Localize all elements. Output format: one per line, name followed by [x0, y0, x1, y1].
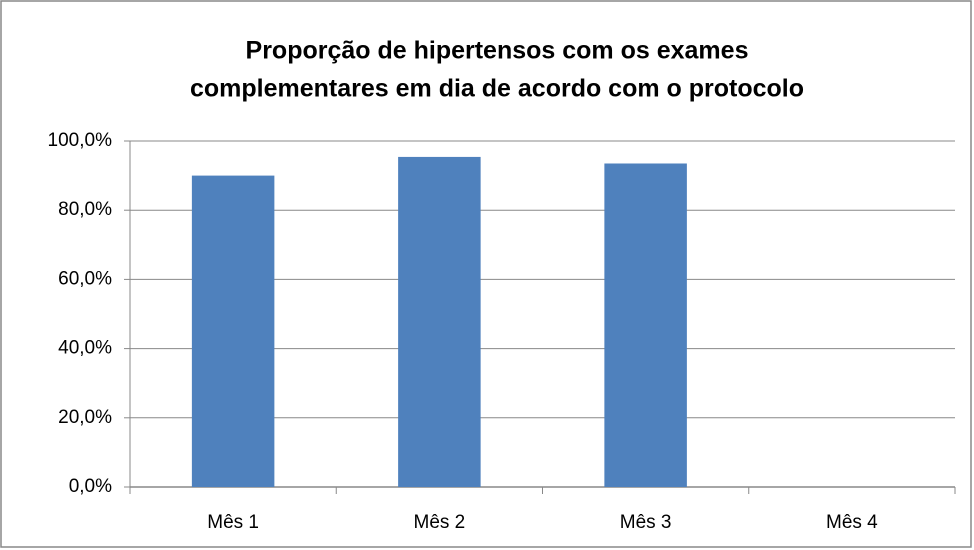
x-tick-label: Mês 2 — [414, 512, 466, 533]
bar — [398, 156, 481, 487]
x-tick-label: Mês 3 — [620, 512, 672, 533]
y-tick-label: 40,0% — [58, 338, 112, 359]
chart-title: complementares em dia de acordo com o pr… — [190, 75, 804, 103]
y-tick-label: 20,0% — [58, 407, 112, 428]
y-tick-label: 80,0% — [58, 199, 112, 220]
y-tick-label: 0,0% — [69, 476, 112, 497]
x-tick-label: Mês 1 — [207, 512, 259, 533]
bar — [191, 175, 275, 487]
y-tick-label: 100,0% — [48, 130, 113, 151]
chart-title: Proporção de hipertensos com os exames — [246, 37, 749, 65]
x-tick-label: Mês 4 — [826, 512, 878, 533]
y-tick-label: 60,0% — [58, 268, 112, 289]
bar — [604, 163, 687, 488]
